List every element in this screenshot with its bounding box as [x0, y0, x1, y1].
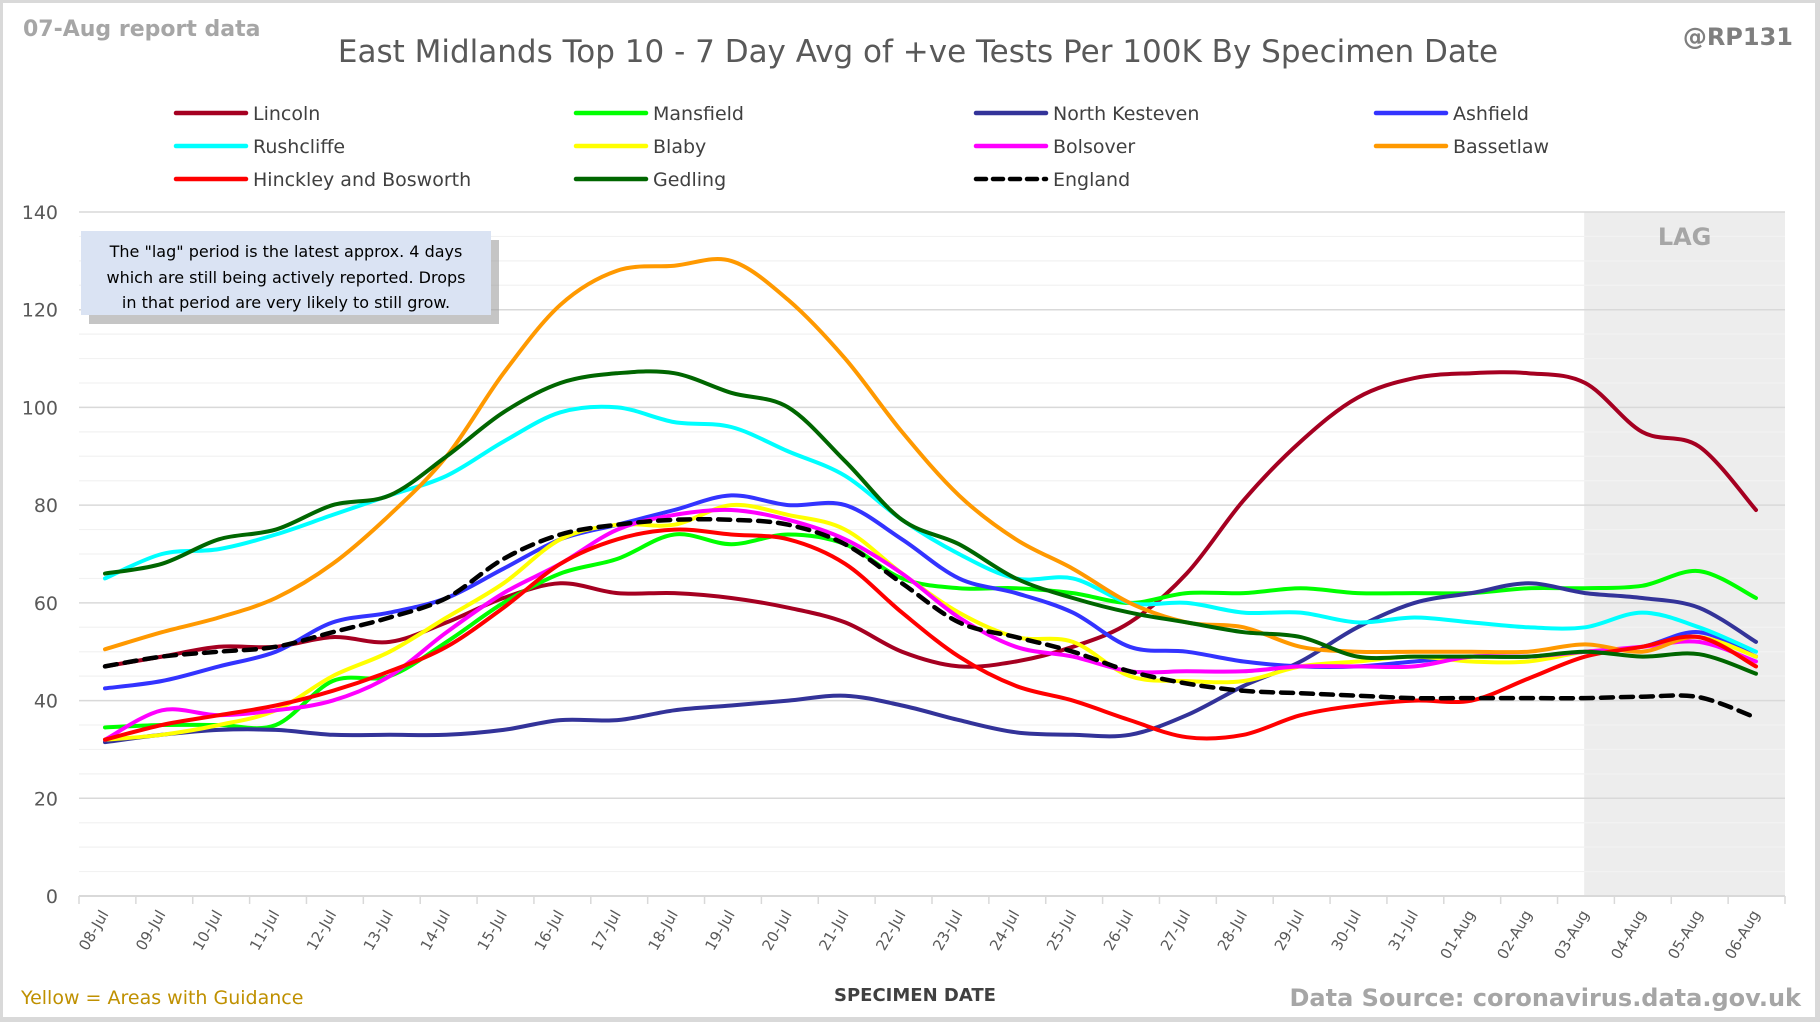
x-tick-label: 09-Jul [132, 907, 169, 954]
series-line-lincoln [103, 370, 1758, 669]
legend-item-england: England [973, 169, 1130, 191]
legend-item-bassetlaw: Bassetlaw [1373, 136, 1549, 158]
x-tick-label: 15-Jul [474, 907, 511, 954]
x-tick-label: 12-Jul [303, 907, 340, 954]
x-tick-label: 18-Jul [644, 907, 681, 954]
legend-item-ashfield: Ashfield [1373, 103, 1529, 125]
lag-annotation-box: The "lag" period is the latest approx. 4… [81, 231, 499, 324]
data-source: Data Source: coronavirus.data.gov.uk [1290, 984, 1803, 1012]
y-tick-label: 0 [46, 886, 58, 908]
x-tick-label: 19-Jul [701, 907, 738, 954]
x-tick-label: 06-Aug [1721, 907, 1763, 962]
annotation-line-2: which are still being actively reported.… [106, 268, 465, 287]
x-tick-label: 22-Jul [872, 907, 909, 954]
y-tick-label: 120 [22, 300, 58, 322]
x-tick-label: 24-Jul [986, 907, 1023, 954]
series-line-north-kesteven [103, 581, 1758, 745]
author-handle: @RP131 [1683, 23, 1793, 51]
y-tick-label: 60 [34, 593, 58, 615]
x-tick-label: 28-Jul [1214, 907, 1251, 954]
report-date-label: 07-Aug report data [23, 17, 260, 42]
annotation-line-3: in that period are very likely to still … [122, 293, 450, 312]
y-tick-label: 100 [22, 397, 58, 419]
legend-item-rushcliffe: Rushcliffe [173, 136, 345, 158]
annotation-line-1: The "lag" period is the latest approx. 4… [109, 242, 463, 261]
series-line-england [102, 516, 1759, 720]
x-tick-label: 25-Jul [1043, 907, 1080, 954]
line-chart: 0 20 40 60 80 100 120 140 08-Jul 09-Jul 10-Jul 11-… [20, 17, 1803, 1012]
x-tick-label: 31-Jul [1385, 907, 1422, 954]
legend-label: Bolsover [1053, 136, 1135, 158]
x-tick-label: 02-Aug [1493, 907, 1535, 962]
legend-item-blaby: Blaby [573, 136, 706, 158]
legend-item-lincoln: Lincoln [173, 103, 320, 125]
legend-item-bolsover: Bolsover [973, 136, 1135, 158]
series-line-gedling [103, 369, 1758, 676]
guidance-note: Yellow = Areas with Guidance [20, 987, 303, 1009]
chart-frame: 0 20 40 60 80 100 120 140 08-Jul 09-Jul 10-Jul 11-… [3, 3, 1815, 1017]
series-line-bassetlaw [103, 257, 1758, 669]
legend-item-north-kesteven: North Kesteven [973, 103, 1199, 125]
x-tick-label: 16-Jul [531, 907, 568, 954]
y-tick-label: 80 [34, 495, 58, 517]
x-tick-label: 27-Jul [1157, 907, 1194, 954]
x-tick-label: 14-Jul [417, 907, 454, 954]
legend-item-hinckley-and-bosworth: Hinckley and Bosworth [173, 169, 471, 191]
legend-label: Blaby [653, 136, 706, 158]
x-tick-label: 11-Jul [246, 907, 283, 954]
legend-label: Ashfield [1453, 103, 1529, 125]
x-tick-label: 23-Jul [929, 907, 966, 954]
x-tick-label: 26-Jul [1100, 907, 1137, 954]
x-axis-label: SPECIMEN DATE [834, 985, 996, 1006]
series-lines [102, 257, 1759, 745]
legend-item-gedling: Gedling [573, 169, 726, 191]
legend: Lincoln Mansfield North Kesteven Ashfield Ru… [173, 103, 1549, 191]
legend-label: Lincoln [253, 103, 320, 125]
legend-label: Mansfield [653, 103, 744, 125]
chart-title: East Midlands Top 10 - 7 Day Avg of +ve … [338, 34, 1498, 70]
x-tick-label: 10-Jul [189, 907, 226, 954]
x-tick-label: 03-Aug [1550, 907, 1592, 962]
legend-label: Hinckley and Bosworth [253, 169, 471, 191]
y-tick-label: 20 [34, 788, 58, 810]
x-tick-label: 04-Aug [1607, 907, 1649, 962]
x-tick-label: 29-Jul [1271, 907, 1308, 954]
legend-label: Rushcliffe [253, 136, 345, 158]
y-axis-ticks: 0 20 40 60 80 100 120 140 [22, 202, 58, 908]
y-tick-label: 40 [34, 691, 58, 713]
x-tick-label: 21-Jul [815, 907, 852, 954]
legend-item-mansfield: Mansfield [573, 103, 744, 125]
x-tick-label: 30-Jul [1328, 907, 1365, 954]
lag-label: LAG [1658, 223, 1712, 251]
series-line-hinckley-and-bosworth [103, 527, 1758, 742]
x-axis-ticks: 08-Jul 09-Jul 10-Jul 11-Jul 12-Jul 13-Jul 14-J… [75, 896, 1786, 962]
y-tick-label: 140 [22, 202, 58, 224]
x-tick-label: 13-Jul [360, 907, 397, 954]
x-tick-label: 05-Aug [1664, 907, 1706, 962]
legend-label: Bassetlaw [1453, 136, 1549, 158]
x-tick-label: 01-Aug [1436, 907, 1478, 962]
x-tick-label: 08-Jul [75, 907, 112, 954]
x-tick-label: 20-Jul [758, 907, 795, 954]
legend-label: Gedling [653, 169, 726, 191]
legend-label: England [1053, 169, 1130, 191]
x-tick-label: 17-Jul [588, 907, 625, 954]
legend-label: North Kesteven [1053, 103, 1199, 125]
